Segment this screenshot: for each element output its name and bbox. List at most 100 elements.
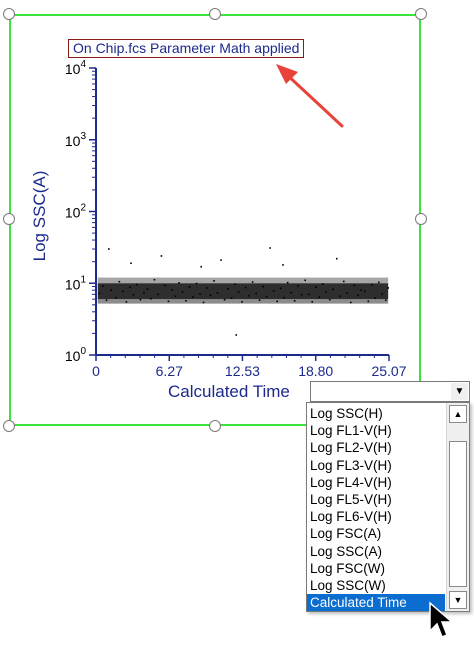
event-point <box>255 292 257 295</box>
event-point <box>262 285 264 288</box>
event-point <box>244 286 247 289</box>
event-point <box>122 290 124 293</box>
event-point <box>108 248 110 250</box>
resize-handle-middle-right[interactable] <box>415 213 427 225</box>
resize-handle-top-right[interactable] <box>415 8 427 20</box>
event-density-band <box>97 283 389 300</box>
event-point <box>143 291 145 294</box>
x-tick-label: 12.53 <box>225 363 260 379</box>
resize-handle-top-center[interactable] <box>209 8 221 20</box>
mouse-pointer-icon <box>429 601 455 638</box>
resize-handle-bottom-center[interactable] <box>209 420 221 432</box>
event-density-fringe-bottom <box>97 299 389 304</box>
event-point <box>300 294 303 296</box>
dropdown-option[interactable]: Log FL2-V(H) <box>310 440 392 456</box>
event-point <box>290 291 292 294</box>
event-point <box>335 257 338 260</box>
y-tick-label: 100 <box>65 346 87 364</box>
event-point <box>200 265 202 268</box>
event-point <box>282 264 284 266</box>
event-point <box>325 291 328 294</box>
event-point <box>349 301 352 304</box>
event-point <box>356 294 359 297</box>
dropdown-option[interactable]: Log SSC(A) <box>310 543 383 559</box>
event-density-fringe-top <box>97 277 389 284</box>
event-point <box>220 259 222 261</box>
dropdown-option[interactable]: Log SSC(W) <box>310 578 386 593</box>
event-point <box>98 292 101 295</box>
scrollbar-thumb[interactable] <box>449 441 467 587</box>
event-point <box>125 301 128 303</box>
event-point <box>178 282 180 284</box>
parameter-dropdown-list[interactable]: Log SSC(H) Log FL1-V(H) Log FL2-V(H) Log FL… <box>306 402 470 612</box>
resize-handle-bottom-left[interactable] <box>3 420 15 432</box>
event-point <box>272 290 275 292</box>
dropdown-option[interactable]: Log FL3-V(H) <box>310 457 392 473</box>
event-point <box>342 280 345 283</box>
dropdown-option[interactable]: Log SSC(H) <box>310 406 383 421</box>
dropdown-option[interactable]: Log FL4-V(H) <box>310 474 392 490</box>
event-point <box>314 286 317 289</box>
event-point <box>283 296 285 299</box>
event-point <box>374 297 377 299</box>
event-point <box>185 299 187 302</box>
dropdown-option[interactable]: Calculated Time <box>307 594 445 612</box>
event-point <box>130 262 132 265</box>
dropdown-option[interactable]: Log FSC(W) <box>310 560 386 576</box>
event-point <box>387 287 389 289</box>
event-point <box>230 297 233 299</box>
event-point <box>367 300 370 303</box>
event-point <box>160 255 163 257</box>
dropdown-option[interactable]: Log FL1-V(H) <box>310 423 392 439</box>
dropdown-scrollbar[interactable]: ▲ ▼ <box>446 403 469 611</box>
event-point <box>304 279 307 282</box>
dropdown-option[interactable]: Log FL6-V(H) <box>310 509 392 525</box>
event-point <box>118 280 121 283</box>
x-tick-label: 18.80 <box>298 363 333 379</box>
event-point <box>378 281 380 284</box>
event-point <box>364 290 366 293</box>
event-point <box>353 284 356 286</box>
event-point <box>237 291 240 293</box>
event-point <box>146 288 149 290</box>
event-point <box>199 293 201 295</box>
chart-title: On Chip.fcs Parameter Math applied <box>68 39 305 58</box>
x-tick-label: 6.27 <box>156 363 183 379</box>
event-point <box>339 295 342 297</box>
event-point <box>209 294 212 297</box>
resize-handle-middle-left[interactable] <box>3 213 15 225</box>
resize-handle-top-left[interactable] <box>3 8 15 20</box>
event-point <box>115 296 117 299</box>
y-tick-label: 101 <box>65 274 87 292</box>
scroll-down-icon[interactable]: ▼ <box>449 591 467 609</box>
event-point <box>110 289 112 292</box>
event-point <box>235 334 238 336</box>
event-point <box>371 284 373 286</box>
event-point <box>195 282 198 285</box>
event-point <box>276 300 278 303</box>
event-point <box>265 295 268 298</box>
event-point <box>269 247 271 249</box>
event-point <box>105 299 108 302</box>
x-axis-parameter-select[interactable]: ▼ <box>310 381 470 402</box>
x-tick-label: 0 <box>92 363 100 379</box>
event-point <box>216 292 219 294</box>
event-point <box>202 301 205 304</box>
event-point <box>279 287 282 290</box>
event-point <box>251 281 254 283</box>
y-tick-label: 102 <box>65 203 87 221</box>
event-point <box>206 287 208 289</box>
event-point <box>346 292 349 294</box>
scroll-up-icon[interactable]: ▲ <box>449 405 467 423</box>
dropdown-arrow-icon[interactable]: ▼ <box>451 383 468 400</box>
dropdown-option[interactable]: Log FL5-V(H) <box>310 492 392 507</box>
event-point <box>139 298 142 301</box>
event-point <box>132 294 135 296</box>
event-point <box>360 289 363 292</box>
event-point <box>171 289 173 291</box>
event-point <box>213 280 215 282</box>
dropdown-option[interactable]: Log FSC(A) <box>310 526 382 542</box>
event-point <box>385 299 387 302</box>
event-point <box>234 283 236 285</box>
